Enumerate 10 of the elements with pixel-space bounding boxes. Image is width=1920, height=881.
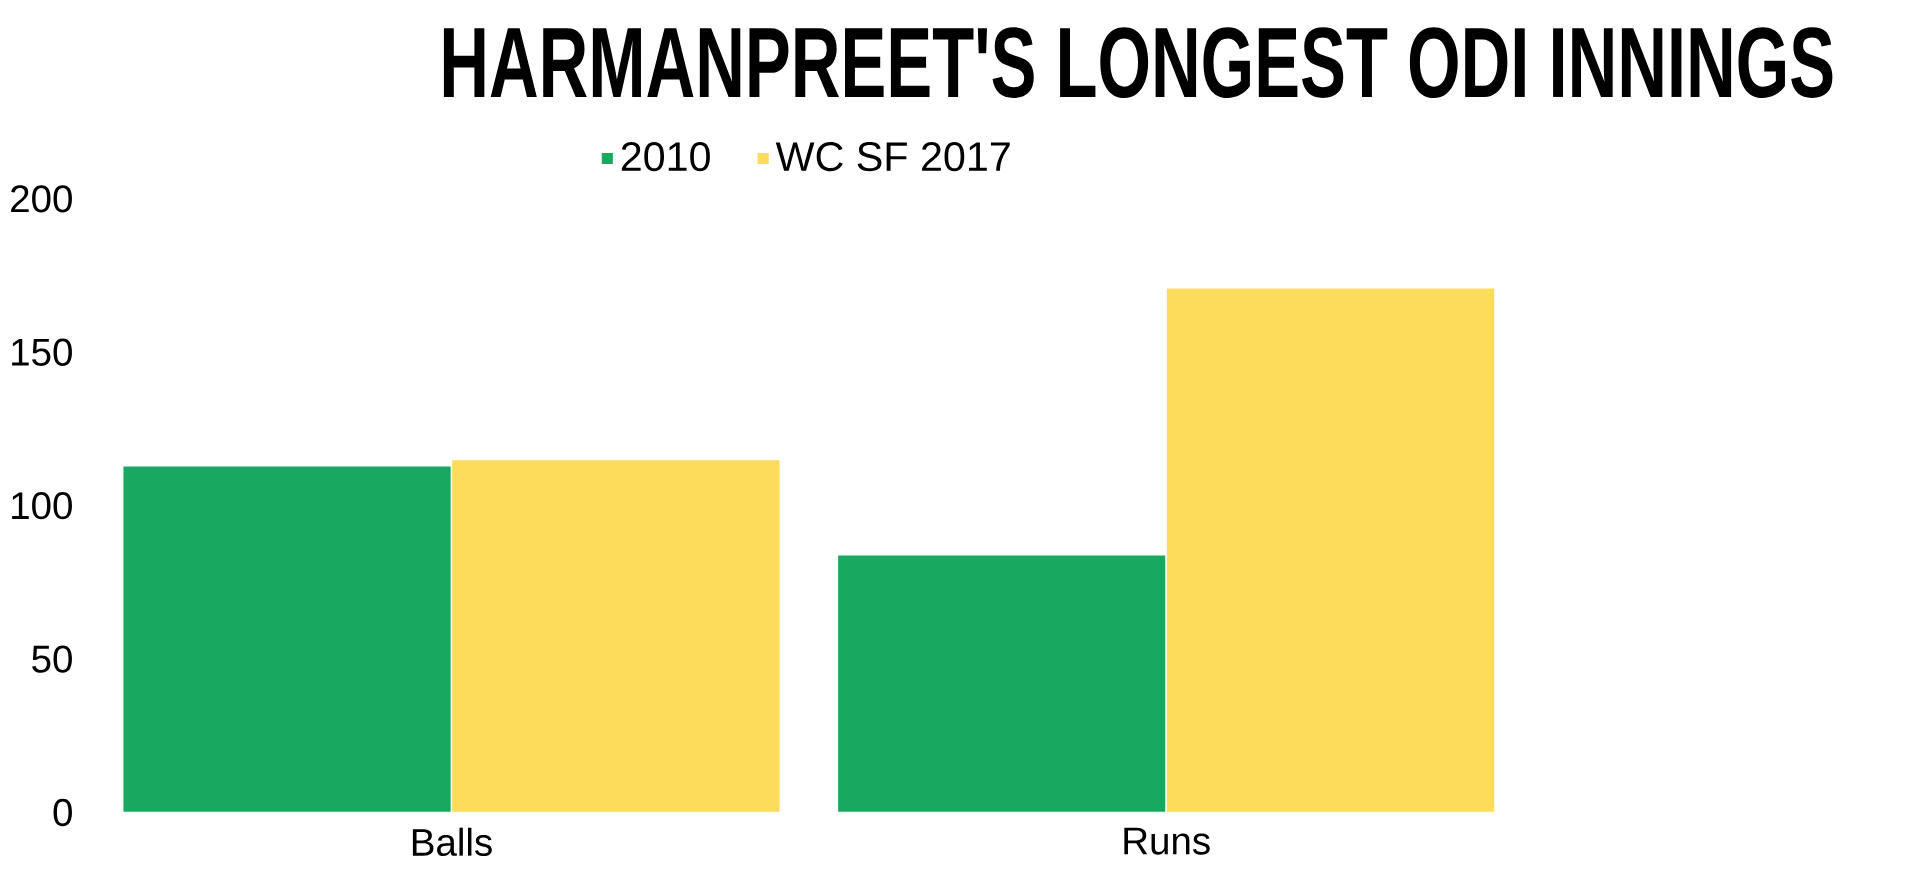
x-tick-label: Runs bbox=[1124, 827, 1210, 855]
legend-label: WC SF 2017 bbox=[775, 142, 1010, 172]
x-tick-label: Balls bbox=[412, 827, 492, 857]
y-tick-label: 200 bbox=[11, 185, 72, 213]
y-tick-label: 50 bbox=[32, 645, 72, 673]
y-tick-label: 0 bbox=[53, 799, 72, 827]
legend-label: 2010 bbox=[621, 142, 710, 172]
y-tick-label: 150 bbox=[12, 338, 72, 367]
y-tick-label: 100 bbox=[12, 492, 72, 520]
chart-title: HARMANPREET'S LONGEST ODI INNINGS bbox=[443, 27, 1833, 99]
